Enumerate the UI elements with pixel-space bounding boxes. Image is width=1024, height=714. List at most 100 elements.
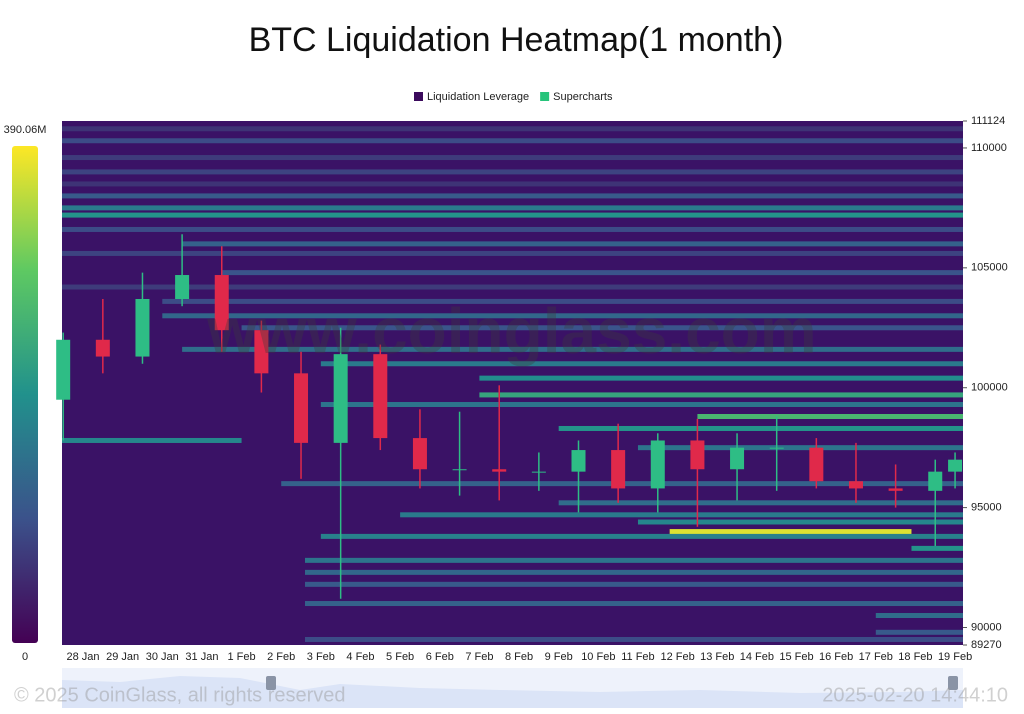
y-tick-label: 95000 (971, 502, 1002, 514)
heat-band (221, 270, 963, 276)
x-tick-label: 13 Feb (700, 651, 734, 663)
watermark: www.coinglass.com (206, 295, 816, 367)
candle-body (928, 471, 943, 491)
heat-band (911, 545, 963, 551)
x-tick-label: 16 Feb (819, 651, 853, 663)
x-tick-label: 8 Feb (505, 651, 533, 663)
candle-body (95, 339, 110, 357)
navigator-area (62, 676, 963, 708)
y-tick-label: 89270 (971, 639, 1002, 651)
y-tick-label: 110000 (971, 142, 1007, 154)
candle-body (333, 354, 348, 443)
x-tick-label: 12 Feb (660, 651, 694, 663)
candle-body (650, 440, 665, 489)
heat-band (697, 413, 963, 419)
candle-body (254, 330, 269, 374)
heat-band (182, 241, 963, 247)
heat-band (62, 155, 963, 161)
heat-band (62, 126, 963, 132)
heat-band (62, 212, 963, 218)
heat-band (320, 402, 964, 408)
heat-band (62, 205, 963, 211)
candle-body (730, 447, 745, 470)
heat-band (182, 346, 963, 352)
heat-band (637, 519, 963, 525)
y-tick-label: 111124 (971, 115, 1005, 127)
heat-band (875, 629, 963, 635)
heat-band (62, 284, 963, 290)
navigator-handle[interactable] (948, 676, 958, 690)
x-tick-label: 19 Feb (938, 651, 972, 663)
timestamp: 2025-02-20 14:44:10 (822, 684, 1008, 706)
x-tick-label: 15 Feb (779, 651, 813, 663)
candle-body (412, 438, 427, 470)
x-tick-label: 3 Feb (307, 651, 335, 663)
x-tick-label: 18 Feb (898, 651, 932, 663)
candle-body (611, 450, 626, 489)
y-tick-label: 100000 (971, 382, 1008, 394)
x-tick-label: 1 Feb (227, 651, 255, 663)
heat-band (62, 193, 963, 199)
candle-body (135, 299, 150, 357)
x-tick-label: 28 Jan (66, 651, 99, 663)
x-tick-label: 30 Jan (146, 651, 179, 663)
colorbar (12, 146, 38, 643)
heat-band (304, 569, 964, 575)
colorbar-labels: 0 390.06M (4, 124, 47, 663)
heat-band (304, 636, 964, 642)
legend: Liquidation Leverage Supercharts (414, 91, 613, 103)
heat-band (669, 529, 912, 535)
legend-label: Supercharts (553, 91, 613, 103)
candle-body (531, 471, 546, 473)
heat-band (320, 533, 964, 539)
copyright: © 2025 CoinGlass, all rights reserved (14, 684, 346, 706)
heat-band (558, 500, 963, 506)
y-tick-label: 105000 (971, 262, 1008, 274)
heat-band (479, 392, 963, 398)
heat-band (62, 138, 963, 144)
heat-band (162, 298, 963, 304)
candle-body (373, 354, 388, 439)
legend-swatch (414, 92, 423, 101)
x-tick-label: 9 Feb (545, 651, 573, 663)
x-tick-label: 2 Feb (267, 651, 295, 663)
heat-band (62, 181, 963, 187)
heat-band (637, 445, 963, 451)
x-tick-label: 31 Jan (185, 651, 218, 663)
plot (56, 126, 964, 642)
heat-band (479, 375, 963, 381)
heat-band (62, 250, 963, 256)
candle-body (492, 469, 507, 472)
heat-band (558, 425, 963, 431)
candle-body (769, 447, 784, 449)
heat-band (162, 313, 963, 319)
heat-band (241, 325, 963, 331)
x-tick-label: 5 Feb (386, 651, 414, 663)
candle-body (809, 447, 824, 482)
candle-body (690, 440, 705, 470)
x-tick-label: 14 Feb (740, 651, 774, 663)
candle-body (294, 373, 309, 443)
y-tick-label: 90000 (971, 621, 1002, 633)
x-tick-label: 29 Jan (106, 651, 139, 663)
heat-band (400, 512, 963, 518)
candle-body (848, 481, 863, 489)
legend-label: Liquidation Leverage (427, 91, 529, 103)
chart-title: BTC Liquidation Heatmap(1 month) (249, 21, 784, 59)
candle-body (888, 488, 903, 491)
heat-band (304, 601, 964, 607)
candle-body (175, 275, 190, 300)
heat-band (875, 613, 963, 619)
candle-body (214, 275, 229, 331)
x-tick-label: 6 Feb (426, 651, 454, 663)
heat-band (304, 557, 964, 563)
x-tick-label: 17 Feb (859, 651, 893, 663)
x-tick-label: 10 Feb (581, 651, 615, 663)
navigator-handle[interactable] (266, 676, 276, 690)
colorbar-label: 0 (22, 651, 28, 663)
heat-band (304, 581, 964, 587)
x-tick-label: 7 Feb (465, 651, 493, 663)
candle-body (452, 469, 467, 471)
legend-swatch (540, 92, 550, 101)
